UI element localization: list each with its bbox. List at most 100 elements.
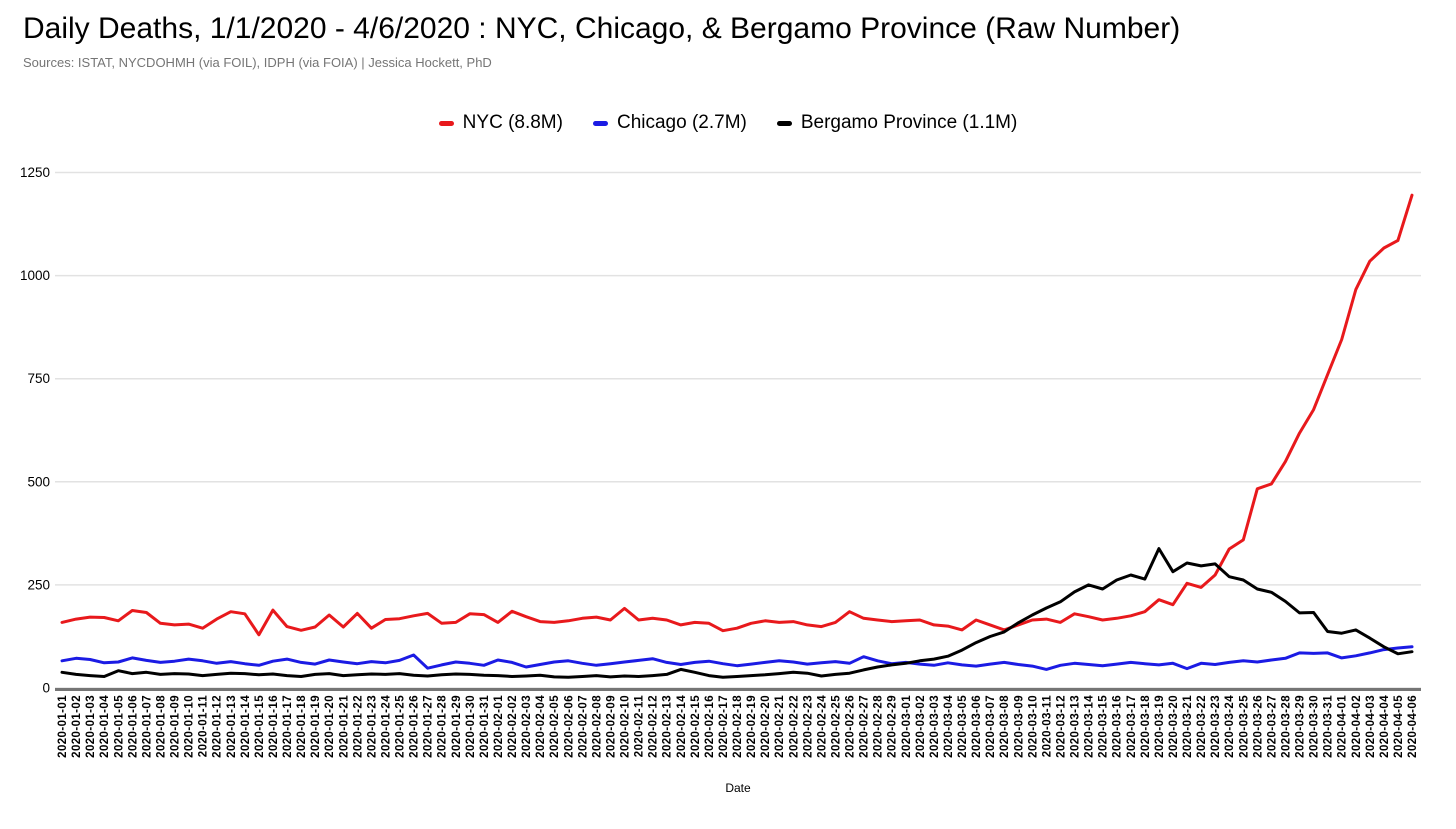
x-tick-label: 2020-03-10: [1027, 695, 1039, 758]
y-tick-label: 500: [27, 474, 50, 489]
x-tick-label: 2020-02-07: [577, 695, 589, 758]
chart-header: Daily Deaths, 1/1/2020 - 4/6/2020 : NYC,…: [23, 12, 1433, 70]
x-tick-label: 2020-03-01: [901, 695, 913, 758]
x-tick-label: 2020-01-25: [395, 695, 407, 758]
x-tick-label: 2020-02-28: [873, 695, 885, 758]
x-tick-label: 2020-04-02: [1351, 695, 1363, 758]
x-tick-label: 2020-03-22: [1196, 695, 1208, 758]
x-tick-label: 2020-01-15: [254, 695, 266, 758]
y-tick-label: 0: [42, 681, 50, 696]
x-tick-label: 2020-03-07: [985, 695, 997, 758]
x-tick-label: 2020-01-06: [127, 695, 139, 758]
x-tick-label: 2020-03-15: [1098, 695, 1110, 758]
x-tick-label: 2020-01-23: [366, 695, 378, 758]
x-tick-label: 2020-02-22: [788, 695, 800, 758]
x-tick-label: 2020-04-03: [1365, 695, 1377, 758]
x-tick-label: 2020-04-06: [1407, 695, 1419, 758]
x-tick-label: 2020-01-17: [282, 695, 294, 758]
x-tick-label: 2020-03-31: [1323, 695, 1335, 758]
x-tick-label: 2020-03-06: [971, 695, 983, 758]
x-tick-label: 2020-01-05: [113, 695, 125, 758]
x-tick-label: 2020-02-03: [521, 695, 533, 758]
x-tick-label: 2020-03-04: [943, 695, 955, 758]
x-tick-label: 2020-01-10: [184, 695, 196, 758]
x-tick-label: 2020-01-21: [338, 695, 350, 758]
x-tick-label: 2020-03-18: [1140, 695, 1152, 758]
x-tick-label: 2020-04-01: [1337, 695, 1349, 758]
series-line-chicago: [60, 645, 1414, 671]
x-tick-label: 2020-01-04: [99, 695, 111, 758]
chart-legend: NYC (8.8M) Chicago (2.7M) Bergamo Provin…: [0, 112, 1456, 134]
x-tick-label: 2020-01-08: [155, 695, 167, 758]
x-tick-label: 2020-02-04: [535, 695, 547, 758]
y-tick-label: 1000: [20, 268, 50, 283]
y-tick-label: 750: [27, 371, 50, 386]
chart-source-subtitle: Sources: ISTAT, NYCDOHMH (via FOIL), IDP…: [23, 55, 492, 70]
x-tick-label: 2020-02-20: [760, 695, 772, 758]
x-tick-label: 2020-01-18: [296, 695, 308, 758]
x-tick-label: 2020-03-19: [1154, 695, 1166, 758]
x-tick-label: 2020-01-20: [324, 695, 336, 758]
x-tick-label: 2020-01-16: [268, 695, 280, 758]
x-tick-label: 2020-01-26: [409, 695, 421, 758]
x-tick-label: 2020-02-09: [605, 695, 617, 758]
x-tick-label: 2020-01-30: [465, 695, 477, 758]
x-tick-label: 2020-01-19: [310, 695, 322, 758]
x-tick-label: 2020-01-13: [226, 695, 238, 758]
x-tick-label: 2020-01-27: [423, 695, 435, 758]
y-tick-label: 1250: [20, 165, 50, 180]
x-tick-label: 2020-02-02: [507, 695, 519, 758]
x-tick-label: 2020-03-05: [957, 695, 969, 758]
x-tick-label: 2020-01-31: [479, 695, 491, 758]
x-tick-label: 2020-03-11: [1041, 695, 1053, 757]
x-tick-label: 2020-02-19: [746, 695, 758, 758]
legend-label-bergamo: Bergamo Province (1.1M): [800, 112, 1018, 133]
x-tick-label: 2020-03-09: [1013, 695, 1025, 758]
legend-item-bergamo: Bergamo Province (1.1M): [776, 112, 1018, 134]
page-title: Daily Deaths, 1/1/2020 - 4/6/2020 : NYC,…: [23, 12, 1181, 45]
x-tick-label: 2020-03-16: [1112, 695, 1124, 758]
x-tick-label: 2020-04-05: [1393, 695, 1405, 758]
x-tick-label: 2020-01-24: [380, 695, 392, 758]
nyc-line-swatch-icon: [438, 120, 454, 126]
x-tick-label: 2020-01-07: [141, 695, 153, 758]
legend-label-chicago: Chicago (2.7M): [616, 112, 747, 133]
x-tick-label: 2020-04-04: [1379, 695, 1391, 758]
x-tick-label: 2020-02-12: [648, 695, 660, 758]
legend-item-chicago: Chicago (2.7M): [592, 112, 747, 134]
x-tick-label: 2020-03-21: [1182, 695, 1194, 758]
x-tick-label: 2020-01-29: [451, 695, 463, 758]
x-tick-label: 2020-03-28: [1280, 695, 1292, 758]
series-line-nyc: [60, 193, 1414, 637]
x-tick-label: 2020-03-20: [1168, 695, 1180, 758]
x-tick-label: 2020-02-29: [887, 695, 899, 758]
x-tick-label: 2020-03-30: [1309, 695, 1321, 758]
x-axis-title: Date: [725, 781, 751, 795]
legend-item-nyc: NYC (8.8M): [438, 112, 563, 134]
x-tick-label: 2020-03-13: [1070, 695, 1082, 758]
x-tick-label: 2020-02-01: [493, 695, 505, 758]
x-tick-label: 2020-02-11: [634, 695, 646, 757]
x-tick-label: 2020-02-23: [802, 695, 814, 758]
x-tick-label: 2020-01-02: [71, 695, 83, 758]
x-tick-label: 2020-03-26: [1252, 695, 1264, 758]
x-tick-label: 2020-01-22: [352, 695, 364, 758]
x-tick-label: 2020-01-12: [212, 695, 224, 758]
legend-label-nyc: NYC (8.8M): [462, 112, 563, 133]
x-tick-label: 2020-03-12: [1055, 695, 1067, 758]
x-tick-label: 2020-02-13: [662, 695, 674, 758]
x-tick-label: 2020-02-16: [704, 695, 716, 758]
x-tick-label: 2020-01-03: [85, 695, 97, 758]
x-tick-label: 2020-01-14: [240, 695, 252, 758]
x-tick-label: 2020-03-29: [1295, 695, 1307, 758]
x-tick-label: 2020-02-15: [690, 695, 702, 758]
x-tick-label: 2020-02-27: [859, 695, 871, 758]
x-tick-label: 2020-03-23: [1210, 695, 1222, 758]
x-tick-label: 2020-03-17: [1126, 695, 1138, 758]
x-tick-label: 2020-03-02: [915, 695, 927, 758]
x-tick-label: 2020-02-26: [845, 695, 857, 758]
x-tick-label: 2020-03-14: [1084, 695, 1096, 758]
x-tick-label: 2020-01-11: [198, 695, 210, 757]
x-tick-label: 2020-03-24: [1224, 695, 1236, 758]
